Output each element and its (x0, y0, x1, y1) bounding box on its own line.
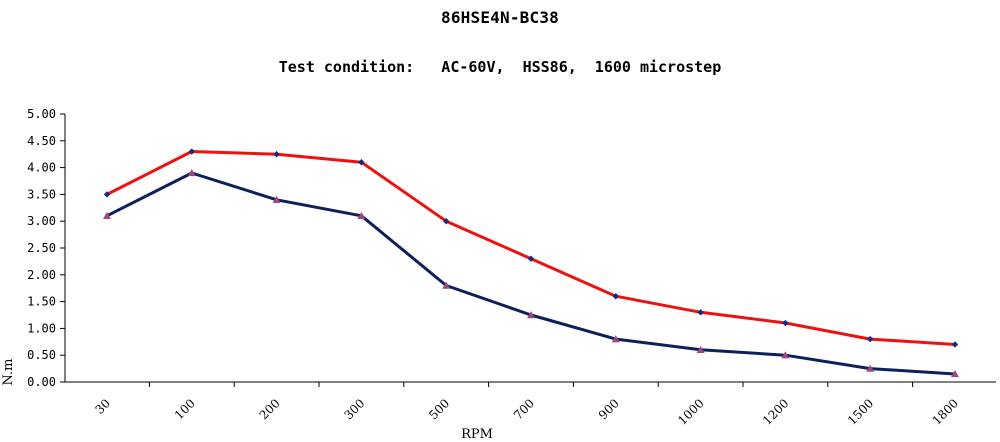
x-tick-label: 30 (92, 396, 113, 417)
x-tick-label: 500 (426, 396, 452, 422)
axes (64, 114, 996, 383)
series-1 (103, 148, 959, 348)
data-point (443, 218, 450, 225)
x-tick-label: 1000 (675, 396, 706, 427)
y-tick-label: 1.00 (27, 321, 56, 335)
data-point (782, 319, 789, 327)
data-point (951, 369, 959, 378)
y-tick-label: 4.00 (27, 161, 56, 175)
x-tick-label: 300 (341, 396, 367, 422)
data-point (697, 309, 704, 316)
data-point (781, 351, 790, 359)
y-tick-label: 1.50 (27, 295, 56, 309)
chart-subtitle: Test condition: AC-60V, HSS86, 1600 micr… (278, 58, 722, 76)
chart-title: 86HSE4N-BC38 (441, 8, 559, 27)
data-point (358, 159, 365, 166)
x-tick-label: 1800 (930, 396, 961, 427)
x-tick-label: 1200 (760, 396, 791, 427)
x-tick-label: 900 (596, 396, 622, 422)
y-tick-label: 0.00 (27, 375, 56, 389)
y-tick-label: 0.50 (27, 348, 56, 362)
data-point (951, 341, 959, 348)
x-tick-label: 200 (257, 396, 283, 422)
y-tick-label: 2.00 (27, 268, 56, 282)
x-ticks: 30 100 200 300 500 700 900 1000 1200 1500 1800 (92, 382, 961, 428)
data-point (527, 255, 535, 262)
data-point (611, 335, 620, 343)
x-tick-label: 100 (172, 396, 198, 422)
data-point (866, 364, 875, 372)
x-tick-label: 700 (511, 396, 537, 422)
data-point (357, 211, 366, 220)
data-point (272, 195, 281, 203)
data-point (187, 168, 196, 177)
y-tick-label: 3.50 (27, 187, 56, 201)
series (103, 148, 959, 378)
x-tick-label: 1500 (845, 396, 876, 427)
y-tick-label: 5.00 (27, 107, 56, 121)
data-point (612, 293, 619, 300)
x-axis-label: RPM (461, 427, 493, 442)
data-point (103, 191, 111, 198)
y-tick-label: 2.50 (27, 241, 56, 255)
data-point (527, 311, 535, 319)
y-ticks: 0.00 0.50 1.00 1.50 2.00 2.50 3.00 3.50 4.00 4.50… (27, 107, 65, 389)
series-2 (103, 168, 959, 378)
data-point (103, 211, 111, 220)
data-point (442, 281, 451, 289)
y-axis-label: N.m (1, 358, 16, 385)
data-point (188, 148, 195, 155)
y-tick-label: 3.00 (27, 214, 56, 228)
y-tick-label: 4.50 (27, 134, 56, 148)
data-point (867, 335, 874, 343)
data-point (273, 151, 280, 158)
series-line (106, 171, 956, 376)
data-point (696, 345, 705, 354)
